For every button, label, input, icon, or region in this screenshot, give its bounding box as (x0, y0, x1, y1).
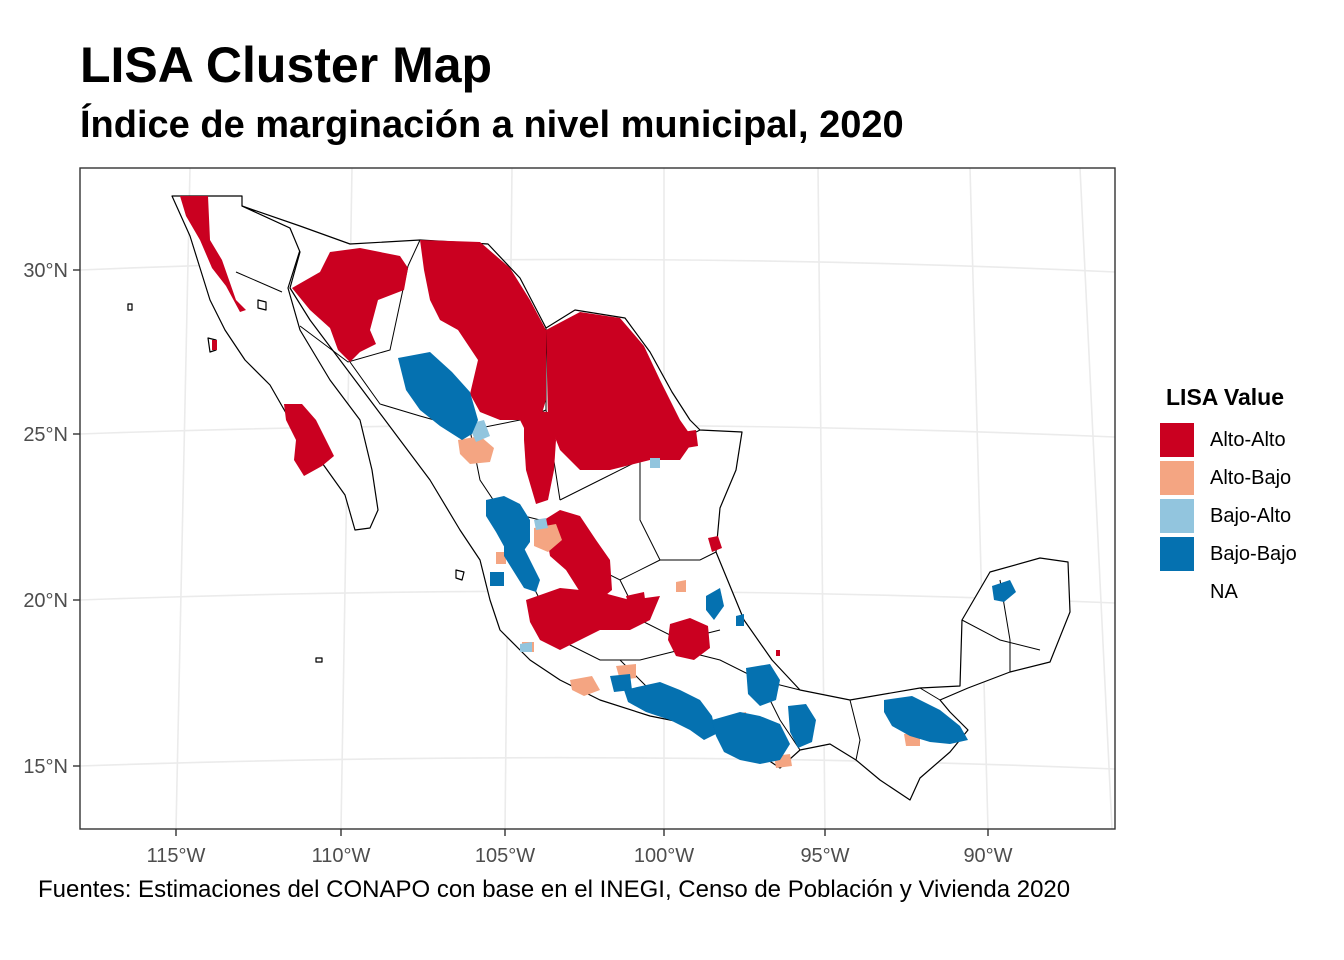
cluster-bb-oaxaca-east (788, 704, 816, 748)
island-revillagigedo (315, 657, 323, 663)
legend-swatch (1160, 537, 1194, 571)
x-tick-label: 95°W (800, 845, 849, 867)
cluster-aa-guanajuato-small (626, 592, 646, 610)
x-tick-label: 115°W (147, 845, 206, 867)
panel-border (79, 167, 1116, 830)
parallel-15n (80, 756, 1115, 770)
cluster-bb-nayarit (504, 540, 540, 592)
cluster-bb-chiapas (884, 696, 968, 744)
legend-swatch (1160, 461, 1194, 495)
cluster-ab-durango (458, 436, 494, 464)
cluster-bb-oaxaca-center (712, 712, 790, 764)
clusters-alto-alto (180, 196, 780, 660)
cluster-bb-guerrero (610, 674, 632, 692)
cluster-aa-veracruz-north (708, 536, 722, 552)
cluster-aa-nl-small (682, 430, 698, 448)
map-title: LISA Cluster Map (80, 37, 493, 93)
cluster-ba-zacatecas (534, 518, 548, 530)
cluster-bb-guerrero-center (624, 682, 716, 740)
cluster-bb-sinaloa-sonora (398, 352, 478, 440)
cluster-aa-sinaloa-coast (284, 404, 334, 476)
cluster-aa-chihuahua-east (420, 240, 546, 440)
cluster-ab-hidalgo (676, 580, 686, 592)
y-tick-label: 20°N (23, 590, 68, 612)
legend-title: LISA Value (1166, 384, 1285, 410)
legend: LISA Value Alto-Alto Alto-Bajo Bajo-Alto… (1160, 384, 1297, 611)
cluster-bb-jalisco (490, 572, 504, 586)
x-tick-label: 90°W (963, 845, 1012, 867)
cluster-ab-guerrero-coast (570, 676, 600, 696)
cluster-aa-coahuila (546, 312, 694, 470)
cluster-ba-nl (650, 458, 660, 468)
y-tick-label: 15°N (23, 756, 68, 778)
legend-label: Bajo-Alto (1210, 504, 1292, 527)
meridian-90w (969, 168, 989, 829)
cluster-ba-jalisco (520, 642, 532, 652)
cluster-bb-yucatan (992, 580, 1016, 602)
map-subtitle: Índice de marginación a nivel municipal,… (80, 104, 904, 146)
y-tick-label: 30°N (23, 260, 68, 282)
clusters-bajo-bajo (398, 352, 1016, 764)
cluster-aa-hidalgo (668, 618, 710, 660)
legend-item-alto-alto: Alto-Alto (1160, 421, 1297, 459)
meridian-115w (175, 168, 191, 829)
legend-label: Bajo-Bajo (1210, 542, 1297, 565)
legend-label: NA (1210, 580, 1238, 603)
x-tick-label: 110°W (312, 845, 371, 867)
legend-swatch (1160, 423, 1194, 457)
legend-item-na: NA (1160, 573, 1297, 611)
x-tick-label: 100°W (634, 845, 694, 867)
legend-item-bajo-alto: Bajo-Alto (1160, 497, 1297, 535)
cluster-aa-sonora-chihuahua (292, 248, 408, 362)
cluster-ab-nayarit (496, 552, 506, 564)
cluster-ab-zacatecas (534, 524, 562, 552)
island-maria (455, 569, 465, 581)
axis-ticks (73, 269, 989, 836)
y-tick-label: 25°N (23, 424, 68, 446)
source-caption: Fuentes: Estimaciones del CONAPO con bas… (38, 876, 1071, 903)
clusters-alto-bajo (458, 436, 920, 768)
cluster-aa-baja-west (212, 340, 217, 350)
meridian-85w (1079, 168, 1113, 829)
legend-label: Alto-Alto (1210, 428, 1286, 451)
x-tick-label: 105°W (475, 845, 535, 867)
cluster-bb-veracruz (736, 614, 744, 626)
legend-label: Alto-Bajo (1210, 466, 1292, 489)
cluster-aa-durango (524, 410, 556, 504)
island-guadalupe (127, 303, 133, 311)
legend-swatch (1160, 575, 1194, 609)
island-tiburon (257, 299, 267, 311)
cluster-aa-jalisco-guanajuato (526, 588, 660, 650)
cluster-bb-oaxaca-north (746, 664, 780, 706)
cluster-aa-baja-north (180, 196, 246, 312)
legend-swatch (1160, 499, 1194, 533)
legend-item-alto-bajo: Alto-Bajo (1160, 459, 1297, 497)
cluster-bb-puebla (706, 588, 724, 620)
mexico-mainland (241, 205, 1071, 801)
legend-item-bajo-bajo: Bajo-Bajo (1160, 535, 1297, 573)
cluster-aa-zacatecas (544, 510, 612, 600)
cluster-aa-puebla-small (776, 650, 780, 656)
